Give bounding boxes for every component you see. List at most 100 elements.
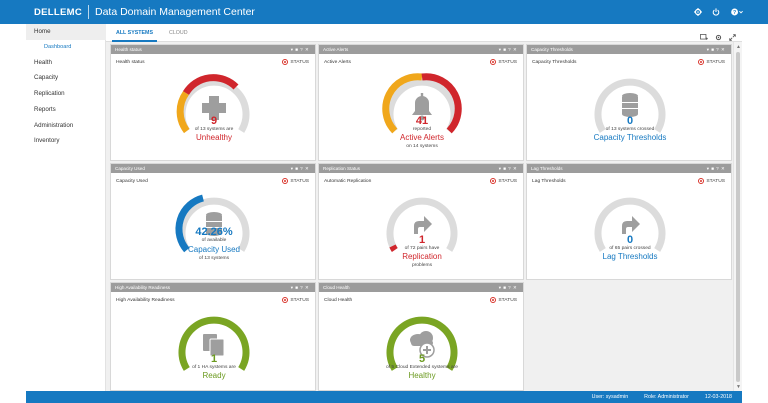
gauge-value: 1 bbox=[210, 353, 218, 365]
settings-icon[interactable] bbox=[715, 28, 722, 46]
sidebar-item-home[interactable]: Home bbox=[26, 24, 106, 40]
gauge-caption: of 13 systems crossed bbox=[605, 127, 655, 132]
status-label: STATUS bbox=[290, 59, 309, 65]
sidebar-item-administration[interactable]: Administration bbox=[34, 122, 74, 129]
header-divider bbox=[88, 5, 89, 19]
panel-header[interactable]: Capacity Thresholds ▾■?✕ bbox=[527, 45, 731, 54]
panel-subtitle: Automatic Replication bbox=[324, 179, 372, 184]
database-icon bbox=[622, 93, 638, 117]
status-label: STATUS bbox=[290, 297, 309, 303]
panel-subtitle: Capacity Thresholds bbox=[532, 60, 577, 65]
status-link[interactable]: STATUS bbox=[282, 178, 309, 184]
scrollbar-thumb[interactable] bbox=[736, 52, 740, 382]
panel-controls[interactable]: ▾■?✕ bbox=[290, 166, 311, 171]
gauge-label[interactable]: Active Alerts bbox=[399, 133, 444, 142]
panel-header[interactable]: Active Alerts ▾■?✕ bbox=[319, 45, 523, 54]
status-label: STATUS bbox=[706, 178, 725, 184]
database-icon bbox=[206, 212, 222, 236]
scroll-up-icon[interactable]: ▲ bbox=[736, 44, 741, 50]
gauge-label[interactable]: Healthy bbox=[408, 371, 436, 380]
gauge-label[interactable]: Capacity Used bbox=[187, 245, 241, 254]
tab-bar: ALL SYSTEMS CLOUD bbox=[106, 24, 742, 42]
panel-header[interactable]: High Availability Readiness ▾■?✕ bbox=[111, 283, 315, 292]
gauge-label[interactable]: Ready bbox=[202, 371, 226, 380]
sidebar-item-inventory[interactable]: Inventory bbox=[34, 137, 60, 144]
status-link[interactable]: STATUS bbox=[282, 297, 309, 303]
sidebar: Home Dashboard Health Capacity Replicati… bbox=[26, 24, 106, 391]
panel-capacity-used: Capacity Used ▾■?✕ Capacity Used STATUS 4… bbox=[110, 163, 316, 280]
gauge-health bbox=[176, 74, 250, 134]
gauge-capacity-thresholds bbox=[594, 78, 666, 133]
panel-header-title: Lag Thresholds bbox=[531, 166, 563, 171]
status-link[interactable]: STATUS bbox=[282, 59, 309, 65]
panel-controls[interactable]: ▾■?✕ bbox=[498, 166, 519, 171]
panel-health-status: Health status ▾■?✕ Health status STATUS 9… bbox=[110, 44, 316, 161]
panel-header-title: Health status bbox=[115, 47, 142, 52]
sidebar-item-capacity[interactable]: Capacity bbox=[34, 74, 59, 81]
gauge-label[interactable]: Unhealthy bbox=[195, 133, 233, 142]
panel-header-title: Replication Status bbox=[323, 166, 361, 171]
tab-cloud[interactable]: CLOUD bbox=[169, 30, 188, 36]
tab-all-systems[interactable]: ALL SYSTEMS bbox=[112, 30, 157, 42]
panel-lag-thresholds: Lag Thresholds ▾■?✕ Lag Thresholds STATUS… bbox=[526, 163, 732, 280]
status-label: STATUS bbox=[498, 178, 517, 184]
status-link[interactable]: STATUS bbox=[490, 59, 517, 65]
panel-header[interactable]: Health status ▾■?✕ bbox=[111, 45, 315, 54]
panel-header-title: Cloud Health bbox=[323, 285, 350, 290]
panel-controls[interactable]: ▾■?✕ bbox=[290, 47, 311, 52]
dashboard-content: Health status ▾■?✕ Health status STATUS 9… bbox=[106, 42, 733, 391]
status-link[interactable]: STATUS bbox=[698, 59, 725, 65]
gauge-value: 0 bbox=[626, 115, 634, 127]
expand-icon[interactable] bbox=[729, 28, 736, 46]
gauge-value: 9 bbox=[210, 115, 218, 127]
status-link[interactable]: STATUS bbox=[698, 178, 725, 184]
panel-controls[interactable]: ▾■?✕ bbox=[290, 285, 311, 290]
status-link[interactable]: STATUS bbox=[490, 297, 517, 303]
scrollbar[interactable]: ▲ ▼ bbox=[733, 42, 742, 391]
status-icon bbox=[490, 178, 497, 184]
panel-header[interactable]: Replication Status ▾■?✕ bbox=[319, 164, 523, 173]
svg-text:?: ? bbox=[733, 10, 736, 16]
gauge-label[interactable]: Capacity Thresholds bbox=[593, 133, 667, 142]
panel-header[interactable]: Capacity Used ▾■?✕ bbox=[111, 164, 315, 173]
gauge-caption: of 72 pairs have bbox=[404, 246, 440, 251]
gauge-footer: on 14 systems bbox=[406, 144, 438, 149]
sidebar-item-replication[interactable]: Replication bbox=[34, 90, 65, 97]
power-icon[interactable] bbox=[712, 8, 720, 16]
status-link[interactable]: STATUS bbox=[490, 178, 517, 184]
panel-header-title: Capacity Used bbox=[115, 166, 145, 171]
sidebar-item-reports[interactable]: Reports bbox=[34, 106, 56, 113]
panel-cloud-health: Cloud Health ▾■?✕ Cloud Health STATUS 5 o… bbox=[318, 282, 524, 391]
status-label: STATUS bbox=[498, 59, 517, 65]
scroll-down-icon[interactable]: ▼ bbox=[736, 384, 741, 390]
gear-icon[interactable] bbox=[694, 8, 702, 16]
panel-controls[interactable]: ▾■?✕ bbox=[706, 166, 727, 171]
status-icon bbox=[490, 297, 497, 303]
panel-controls[interactable]: ▾■?✕ bbox=[706, 47, 727, 52]
status-icon bbox=[490, 59, 497, 65]
ha-servers-icon bbox=[203, 334, 225, 357]
panel-header-title: High Availability Readiness bbox=[115, 285, 171, 290]
status-icon bbox=[282, 178, 289, 184]
gauge-label[interactable]: Replication bbox=[402, 252, 442, 261]
gauge-label[interactable]: Lag Thresholds bbox=[602, 252, 658, 261]
panel-replication-status: Replication Status ▾■?✕ Automatic Replica… bbox=[318, 163, 524, 280]
panel-subtitle: Cloud Health bbox=[324, 298, 353, 303]
gauge-value: 41 bbox=[415, 115, 429, 127]
arrow-right-icon bbox=[414, 216, 432, 234]
panel-header[interactable]: Cloud Health ▾■?✕ bbox=[319, 283, 523, 292]
panel-subtitle: Active Alerts bbox=[324, 60, 351, 65]
gauge-caption: of 1 HA systems are bbox=[192, 365, 236, 370]
help-icon[interactable]: ? bbox=[730, 8, 744, 16]
sidebar-item-health[interactable]: Health bbox=[34, 59, 52, 66]
gauge-lag bbox=[594, 197, 666, 252]
sidebar-item-dashboard[interactable]: Dashboard bbox=[44, 44, 72, 50]
panel-ha-readiness: High Availability Readiness ▾■?✕ High Ava… bbox=[110, 282, 316, 391]
add-widget-icon[interactable] bbox=[700, 28, 708, 46]
gauge-footer: of 13 systems bbox=[198, 256, 230, 261]
panel-controls[interactable]: ▾■?✕ bbox=[498, 285, 519, 290]
panel-header[interactable]: Lag Thresholds ▾■?✕ bbox=[527, 164, 731, 173]
status-label: STATUS bbox=[706, 59, 725, 65]
panel-controls[interactable]: ▾■?✕ bbox=[498, 47, 519, 52]
gauge-replication bbox=[386, 197, 458, 252]
